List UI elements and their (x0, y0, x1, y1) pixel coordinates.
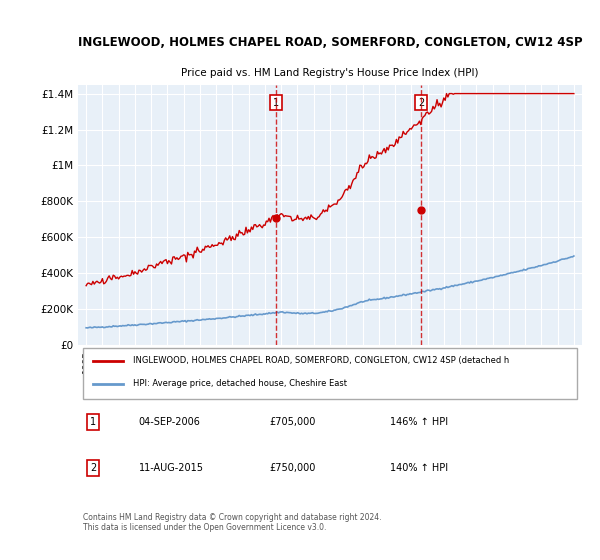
Text: HPI: Average price, detached house, Cheshire East: HPI: Average price, detached house, Ches… (133, 379, 347, 388)
Text: Price paid vs. HM Land Registry's House Price Index (HPI): Price paid vs. HM Land Registry's House … (181, 68, 479, 78)
Text: 1: 1 (90, 417, 96, 427)
Text: 11-AUG-2015: 11-AUG-2015 (139, 463, 203, 473)
Text: 146% ↑ HPI: 146% ↑ HPI (391, 417, 449, 427)
FancyBboxPatch shape (83, 348, 577, 399)
Text: 04-SEP-2006: 04-SEP-2006 (139, 417, 200, 427)
Text: Contains HM Land Registry data © Crown copyright and database right 2024.
This d: Contains HM Land Registry data © Crown c… (83, 512, 382, 532)
Text: £750,000: £750,000 (269, 463, 316, 473)
Text: £705,000: £705,000 (269, 417, 316, 427)
Text: INGLEWOOD, HOLMES CHAPEL ROAD, SOMERFORD, CONGLETON, CW12 4SP (detached h: INGLEWOOD, HOLMES CHAPEL ROAD, SOMERFORD… (133, 356, 509, 365)
Text: 2: 2 (418, 97, 424, 108)
Text: 140% ↑ HPI: 140% ↑ HPI (391, 463, 449, 473)
Text: 2: 2 (90, 463, 96, 473)
Text: INGLEWOOD, HOLMES CHAPEL ROAD, SOMERFORD, CONGLETON, CW12 4SP: INGLEWOOD, HOLMES CHAPEL ROAD, SOMERFORD… (77, 36, 583, 49)
Text: 1: 1 (273, 97, 279, 108)
